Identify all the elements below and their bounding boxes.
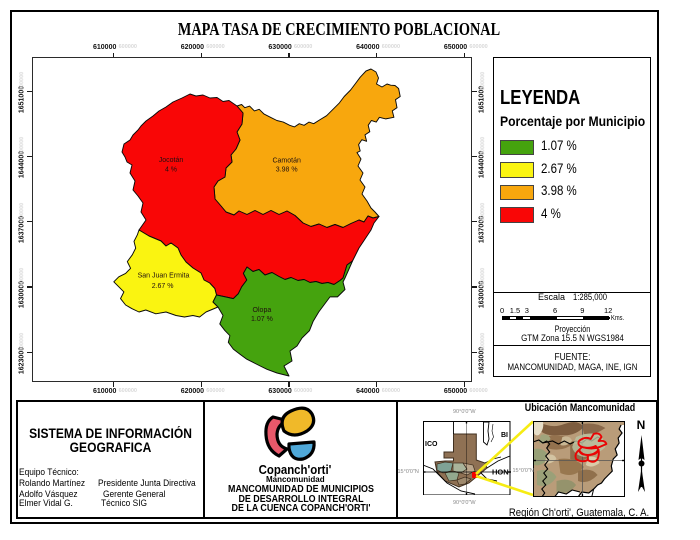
svg-text:Olopa: Olopa [252,307,271,314]
svg-text:HON: HON [492,467,509,476]
svg-text:Jocotán: Jocotán [158,157,183,164]
svg-text:4 %: 4 % [164,167,176,174]
svg-text:1.07 %: 1.07 % [251,316,273,323]
svg-text:BI: BI [501,432,508,439]
svg-text:San Juan Ermita: San Juan Ermita [137,273,189,280]
svg-text:ICO: ICO [425,441,438,448]
svg-text:Camotán: Camotán [272,158,301,165]
svg-text:3.98 %: 3.98 % [275,166,297,173]
svg-text:2.67 %: 2.67 % [151,283,173,290]
